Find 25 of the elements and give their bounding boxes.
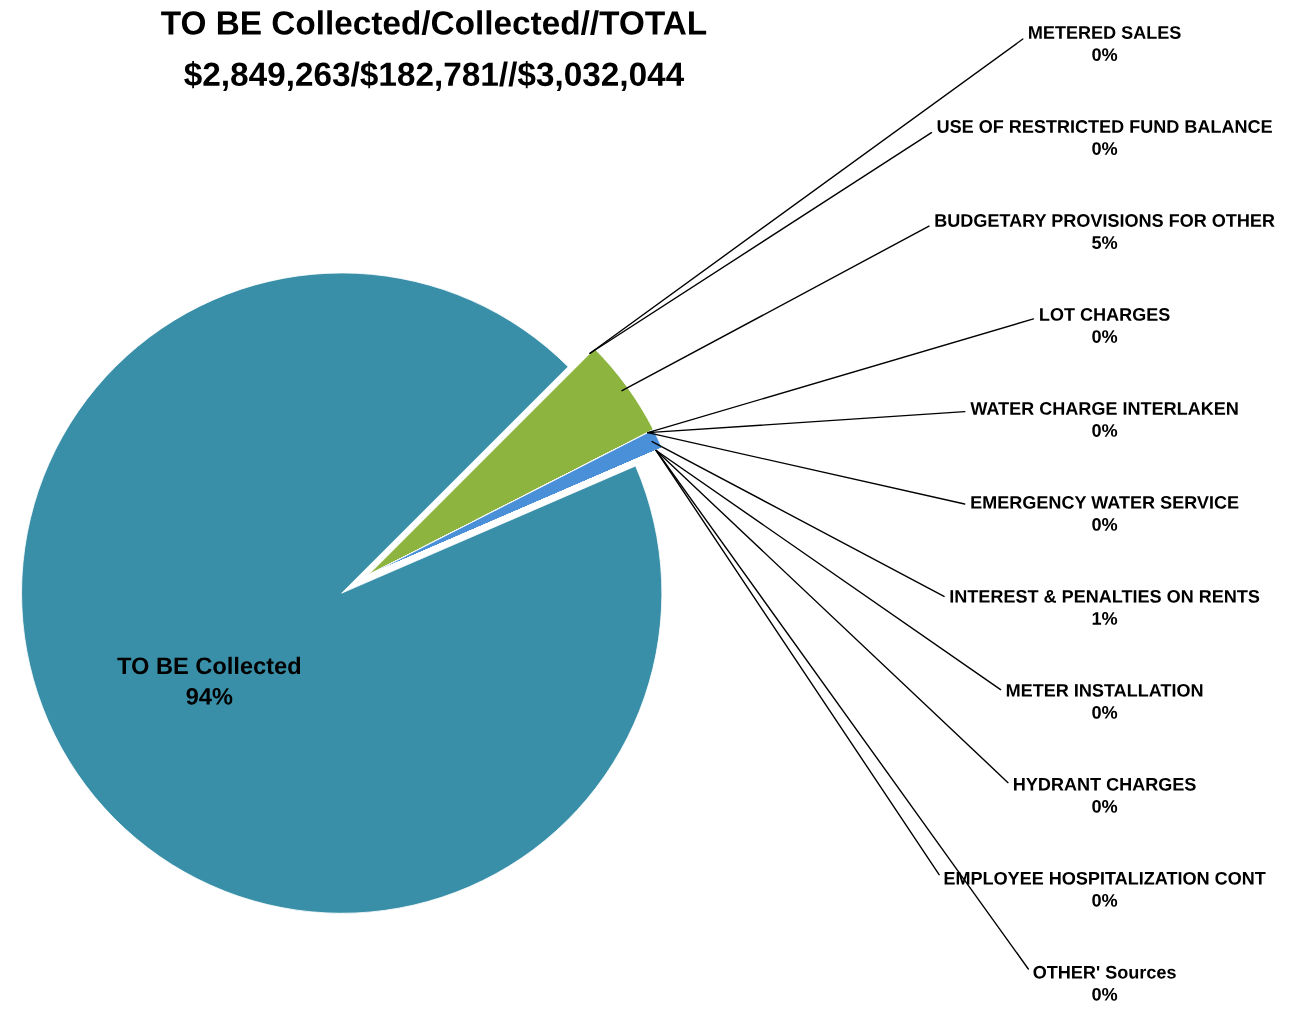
- text: 0%: [1092, 424, 1118, 437]
- category-label: EMERGENCY WATER SERVICE: [971, 496, 1239, 509]
- text: 0%: [1092, 987, 1118, 1001]
- category-label: METERED SALES: [1029, 26, 1181, 39]
- text: 0%: [1092, 706, 1118, 719]
- category-label: METER INSTALLATION: [1006, 683, 1203, 697]
- slice-label: BUDGETARY PROVISIONS FOR OTHER: [935, 214, 1275, 227]
- data-label: 94%: [186, 688, 233, 705]
- category-label: HYDRANT CHARGES: [1014, 777, 1196, 791]
- text: 0%: [1092, 893, 1118, 907]
- text: 0%: [1092, 330, 1118, 343]
- category-label: LOT CHARGES: [1040, 308, 1170, 321]
- category-label: WATER CHARGE INTERLAKEN: [970, 402, 1238, 415]
- slice-label: TO BE Collected: [117, 656, 301, 675]
- text: 0%: [1092, 142, 1118, 155]
- slice-label: INTEREST & PENALTIES ON RENTS: [950, 589, 1260, 603]
- data-label: 5%: [1092, 236, 1118, 249]
- data-label: 1%: [1092, 612, 1118, 625]
- category-label: USE OF RESTRICTED FUND BALANCE: [937, 120, 1272, 133]
- category-label: OTHER' Sources: [1033, 965, 1176, 979]
- chart-title: TO BE Collected/Collected//TOTAL: [161, 10, 707, 36]
- text: 0%: [1092, 518, 1118, 531]
- text: 0%: [1092, 799, 1118, 813]
- text: 0%: [1092, 48, 1118, 61]
- chart-subtitle: $2,849,263/$182,781//$3,032,044: [184, 61, 685, 91]
